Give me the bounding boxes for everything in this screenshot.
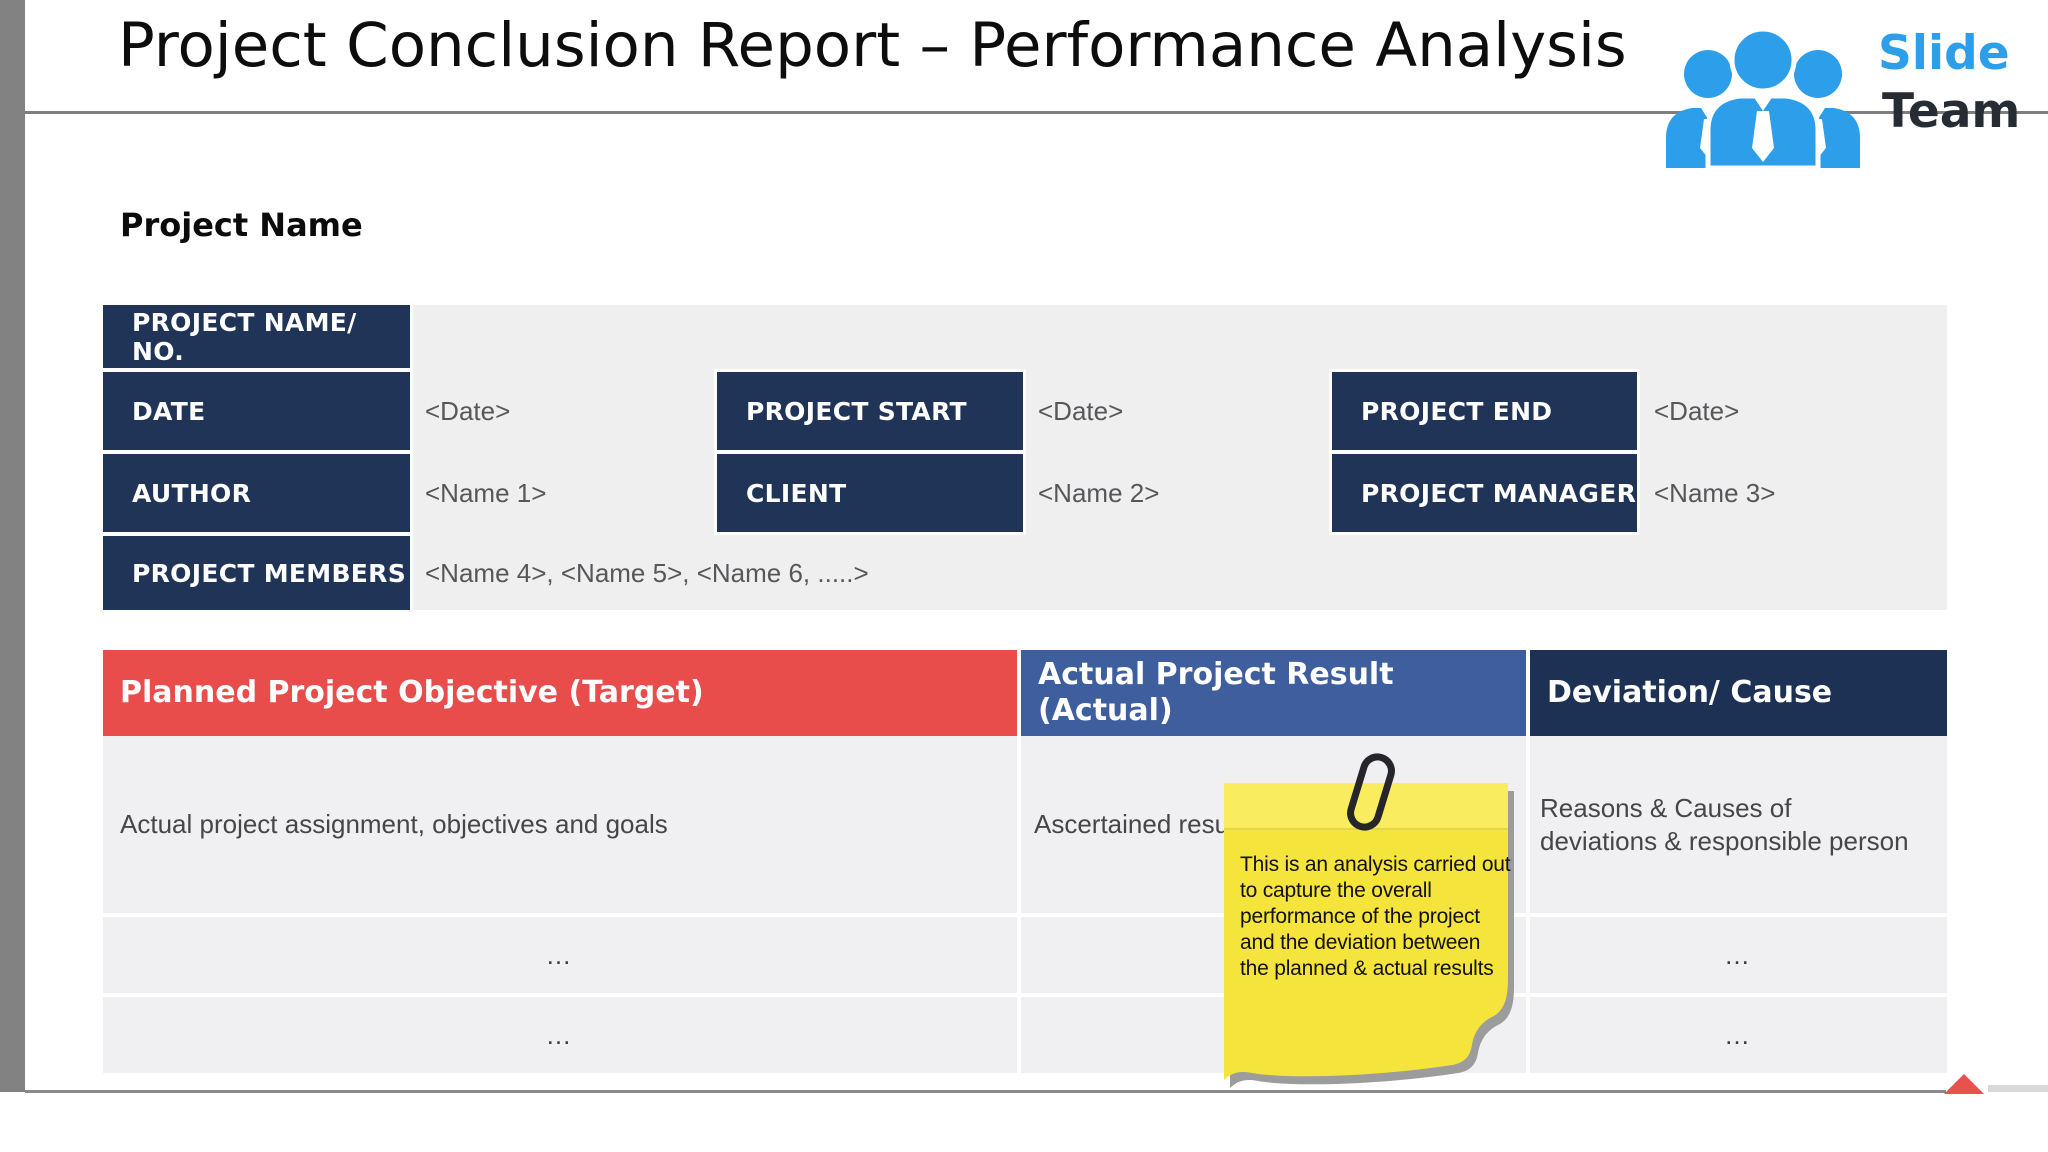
paperclip-icon bbox=[1347, 753, 1395, 831]
column-separator bbox=[1017, 736, 1021, 1073]
header-planned-objective-label: Planned Project Objective (Target) bbox=[120, 675, 704, 710]
left-edge-bar bbox=[0, 0, 25, 1092]
table-row bbox=[103, 917, 1947, 993]
cell-deviation-cause: Reasons & Causes of deviations & respons… bbox=[1540, 792, 1909, 856]
header-deviation-cause: Deviation/ Cause bbox=[1530, 650, 1947, 736]
label-project-members: PROJECT MEMBERS bbox=[103, 536, 410, 610]
label-project-end: PROJECT END bbox=[1332, 372, 1637, 450]
project-info-table: PROJECT NAME/ NO. DATE AUTHOR PROJECT ME… bbox=[103, 305, 1947, 610]
label-author: AUTHOR bbox=[103, 454, 410, 532]
value-author: <Name 1> bbox=[425, 477, 547, 508]
cell-ellipsis: … bbox=[545, 939, 575, 970]
sticky-note bbox=[1224, 783, 1514, 1088]
cell-ellipsis: … bbox=[1724, 939, 1753, 970]
cell-actual-result: Ascertained results bbox=[1034, 809, 1256, 839]
logo-word-team: Team bbox=[1882, 84, 2021, 139]
sticky-note-body bbox=[1224, 783, 1508, 1080]
header-actual-result-label: Actual Project Result (Actual) bbox=[1038, 657, 1394, 728]
title-divider bbox=[25, 111, 2048, 114]
header-planned-objective: Planned Project Objective (Target) bbox=[103, 650, 1017, 736]
value-project-end: <Date> bbox=[1654, 395, 1740, 426]
label-client: CLIENT bbox=[717, 454, 1023, 532]
column-separator bbox=[1526, 736, 1530, 1073]
project-name-heading: Project Name bbox=[120, 206, 363, 244]
team-people-icon bbox=[1666, 26, 1860, 168]
red-triangle-marker bbox=[1944, 1074, 1984, 1094]
slide-title: Project Conclusion Report – Performance … bbox=[118, 10, 1627, 81]
cell-planned-objective: Actual project assignment, objectives an… bbox=[120, 809, 668, 839]
sticky-note-text: This is an analysis carried out to captu… bbox=[1240, 853, 1511, 980]
cell-ellipsis: … bbox=[1724, 1019, 1753, 1050]
table-row bbox=[103, 997, 1947, 1073]
bottom-right-band bbox=[1988, 1085, 2048, 1092]
label-date: DATE bbox=[103, 372, 410, 450]
table-row bbox=[103, 736, 1947, 913]
value-client: <Name 2> bbox=[1038, 477, 1160, 508]
value-date: <Date> bbox=[425, 395, 511, 426]
bottom-divider bbox=[25, 1090, 1946, 1093]
value-project-start: <Date> bbox=[1038, 395, 1124, 426]
performance-analysis-table: Planned Project Objective (Target) Actua… bbox=[103, 650, 1947, 1073]
label-project-manager: PROJECT MANAGER bbox=[1332, 454, 1637, 532]
label-project-start: PROJECT START bbox=[717, 372, 1023, 450]
header-deviation-cause-label: Deviation/ Cause bbox=[1547, 675, 1833, 710]
sticky-note-fold bbox=[1224, 783, 1508, 829]
label-project-name-no: PROJECT NAME/ NO. bbox=[103, 305, 410, 368]
value-project-manager: <Name 3> bbox=[1654, 477, 1776, 508]
logo-word-slide: Slide bbox=[1878, 26, 2010, 81]
header-actual-result: Actual Project Result (Actual) bbox=[1021, 650, 1526, 736]
cell-ellipsis: … bbox=[545, 1019, 575, 1050]
value-project-members: <Name 4>, <Name 5>, <Name 6, .....> bbox=[425, 557, 869, 588]
